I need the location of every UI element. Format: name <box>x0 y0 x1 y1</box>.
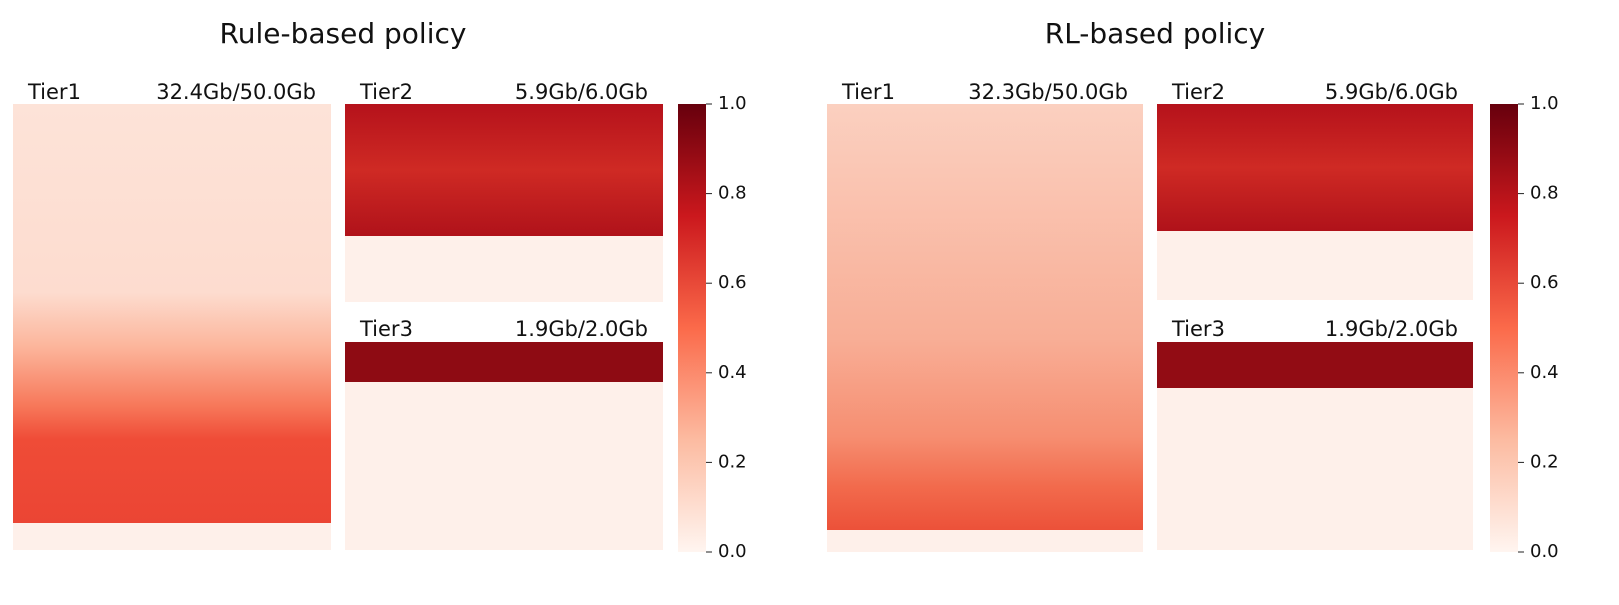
tier-heatmap <box>1157 342 1473 388</box>
colorbar-tick-label: 0.4 <box>1530 362 1559 383</box>
tier-heatmap <box>13 104 331 523</box>
panel-title: RL-based policy <box>1045 17 1266 50</box>
colorbar-tick-label: 0.2 <box>1530 451 1559 472</box>
colorbar-tick-label: 0.8 <box>1530 183 1559 204</box>
tier-heatmap <box>1157 104 1473 231</box>
colorbar-tick-label: 0.2 <box>718 451 747 472</box>
tier-name: Tier1 <box>841 80 895 104</box>
tier-heatmap <box>827 104 1143 530</box>
tier-usage: 32.4Gb/50.0Gb <box>156 80 316 104</box>
panel-title: Rule-based policy <box>220 17 467 50</box>
colorbar <box>678 104 706 552</box>
tier-heatmap <box>345 342 663 382</box>
tier-usage: 32.3Gb/50.0Gb <box>968 80 1128 104</box>
colorbar-tick-label: 0.4 <box>718 362 747 383</box>
tier-name: Tier3 <box>1171 317 1225 341</box>
tier-name: Tier2 <box>359 80 413 104</box>
colorbar-tick-label: 0.6 <box>718 272 747 293</box>
colorbar-tick-label: 0.6 <box>1530 272 1559 293</box>
tier-usage: 1.9Gb/2.0Gb <box>515 317 648 341</box>
tier-usage: 5.9Gb/6.0Gb <box>1325 80 1458 104</box>
tier-usage: 5.9Gb/6.0Gb <box>515 80 648 104</box>
tier-usage: 1.9Gb/2.0Gb <box>1325 317 1458 341</box>
tier-name: Tier2 <box>1171 80 1225 104</box>
colorbar-tick-label: 1.0 <box>1530 93 1559 114</box>
tier-heatmap <box>345 104 663 236</box>
tier-name: Tier3 <box>359 317 413 341</box>
tier-name: Tier1 <box>27 80 81 104</box>
colorbar-tick-label: 1.0 <box>718 93 747 114</box>
colorbar <box>1490 104 1518 552</box>
colorbar-tick-label: 0.0 <box>1530 541 1559 562</box>
colorbar-tick-label: 0.0 <box>718 541 747 562</box>
colorbar-tick-label: 0.8 <box>718 183 747 204</box>
